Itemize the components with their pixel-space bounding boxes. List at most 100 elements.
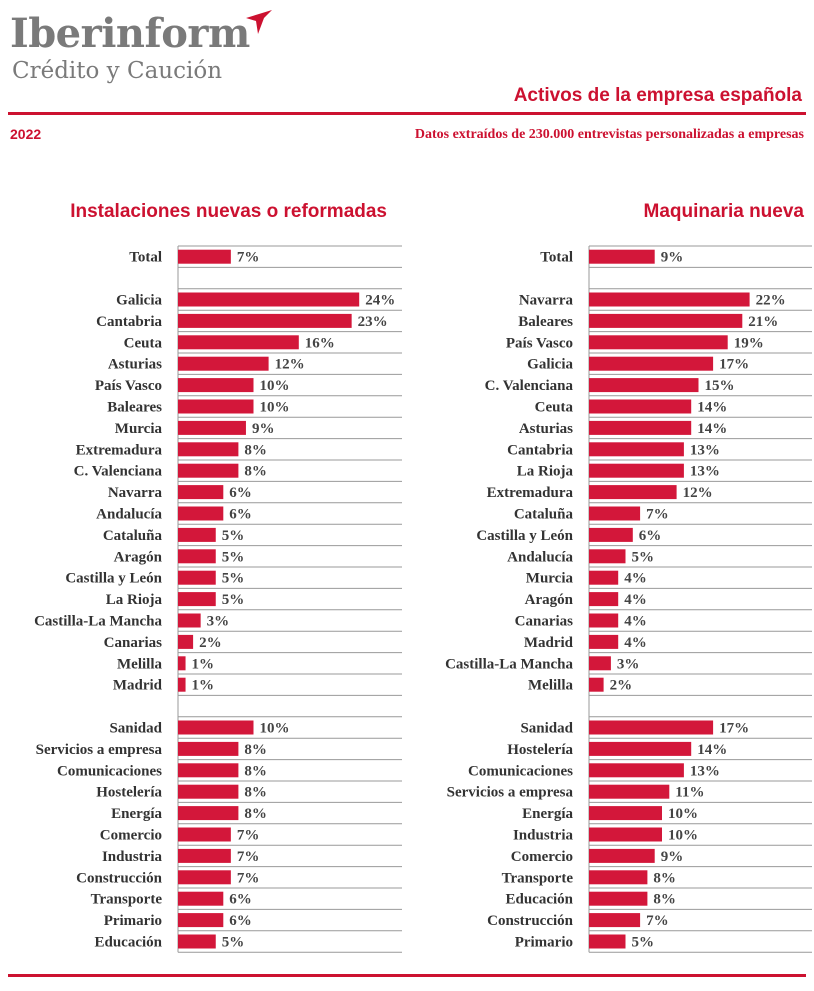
value-label: 3%: [617, 656, 640, 672]
bar: [589, 720, 714, 735]
category-label: Total: [540, 250, 573, 266]
bar: [178, 870, 231, 885]
bar: [589, 784, 670, 799]
value-label: 16%: [305, 335, 335, 351]
category-label: Melilla: [528, 678, 573, 694]
report-source: Datos extraídos de 230.000 entrevistas p…: [414, 127, 804, 142]
value-label: 9%: [252, 421, 275, 437]
bar: [589, 677, 604, 692]
category-label: Primario: [104, 913, 162, 929]
value-label: 7%: [237, 849, 260, 865]
report-year: 2022: [10, 126, 42, 142]
value-label: 23%: [358, 314, 388, 330]
bar: [178, 335, 299, 350]
bar: [589, 485, 677, 500]
value-label: 10%: [260, 378, 290, 394]
value-label: 8%: [244, 785, 267, 801]
value-label: 9%: [661, 849, 684, 865]
bar: [589, 442, 684, 457]
value-label: 7%: [237, 250, 260, 266]
category-label: Cataluña: [514, 507, 574, 523]
bar: [178, 656, 186, 671]
value-label: 19%: [734, 335, 764, 351]
category-label: Castilla y León: [476, 528, 573, 544]
bar: [589, 741, 692, 756]
bar: [589, 592, 619, 607]
bar: [178, 463, 239, 478]
bar: [589, 934, 626, 949]
bar: [178, 720, 254, 735]
category-label: Industria: [513, 828, 574, 844]
bar: [589, 806, 662, 821]
value-label: 3%: [207, 614, 230, 630]
value-label: 15%: [705, 378, 735, 394]
bar: [178, 827, 231, 842]
category-label: Canarias: [104, 635, 163, 651]
value-label: 12%: [683, 485, 713, 501]
value-label: 13%: [690, 442, 720, 458]
bar: [589, 913, 641, 928]
value-label: 8%: [653, 892, 676, 908]
bar: [589, 549, 626, 564]
bar: [589, 378, 699, 393]
bar: [589, 870, 648, 885]
value-label: 1%: [192, 656, 215, 672]
bar: [589, 420, 692, 435]
category-label: Galicia: [527, 357, 573, 373]
category-label: La Rioja: [517, 464, 574, 480]
left-panel-title: Instalaciones nuevas o reformadas: [70, 201, 387, 222]
category-label: Murcia: [526, 571, 574, 587]
category-label: País Vasco: [506, 335, 573, 351]
bar: [178, 356, 269, 371]
plane-icon: [246, 10, 272, 34]
bar: [178, 399, 254, 414]
category-label: C. Valenciana: [74, 464, 163, 480]
value-label: 5%: [222, 549, 245, 565]
category-label: Castilla y León: [65, 571, 162, 587]
category-label: Murcia: [115, 421, 163, 437]
value-label: 8%: [244, 464, 267, 480]
category-label: Total: [129, 250, 162, 266]
bar: [589, 613, 619, 628]
brand-subtitle: Crédito y Caución: [12, 58, 223, 84]
bar: [178, 613, 201, 628]
category-label: Servicios a empresa: [36, 742, 163, 758]
bar: [589, 570, 619, 585]
value-label: 5%: [222, 571, 245, 587]
right-panel-title: Maquinaria nueva: [643, 201, 805, 222]
bar: [178, 378, 254, 393]
category-label: Sanidad: [109, 721, 162, 737]
value-label: 4%: [624, 635, 647, 651]
value-label: 2%: [199, 635, 222, 651]
value-label: 4%: [624, 592, 647, 608]
bar: [178, 442, 239, 457]
category-label: Comunicaciones: [468, 763, 573, 779]
bar: [589, 292, 750, 307]
value-label: 6%: [639, 528, 662, 544]
bar: [178, 934, 216, 949]
bar: [589, 848, 655, 863]
category-label: Baleares: [107, 400, 162, 416]
bar: [589, 335, 728, 350]
value-label: 14%: [697, 742, 727, 758]
value-label: 6%: [229, 913, 252, 929]
footer-rule: [8, 974, 806, 977]
bar: [178, 249, 231, 264]
bar: [178, 292, 360, 307]
category-label: Energía: [522, 806, 573, 822]
value-label: 14%: [697, 421, 727, 437]
category-label: Transporte: [502, 870, 574, 886]
value-label: 8%: [244, 742, 267, 758]
value-label: 8%: [244, 442, 267, 458]
bar: [178, 677, 186, 692]
bar: [178, 549, 216, 564]
bar: [589, 506, 641, 521]
value-label: 17%: [719, 721, 749, 737]
value-label: 22%: [756, 293, 786, 309]
value-label: 21%: [748, 314, 778, 330]
value-label: 8%: [653, 870, 676, 886]
category-label: Transporte: [91, 892, 163, 908]
category-label: Madrid: [113, 678, 163, 694]
bar: [178, 763, 239, 778]
category-label: Extremadura: [76, 442, 163, 458]
